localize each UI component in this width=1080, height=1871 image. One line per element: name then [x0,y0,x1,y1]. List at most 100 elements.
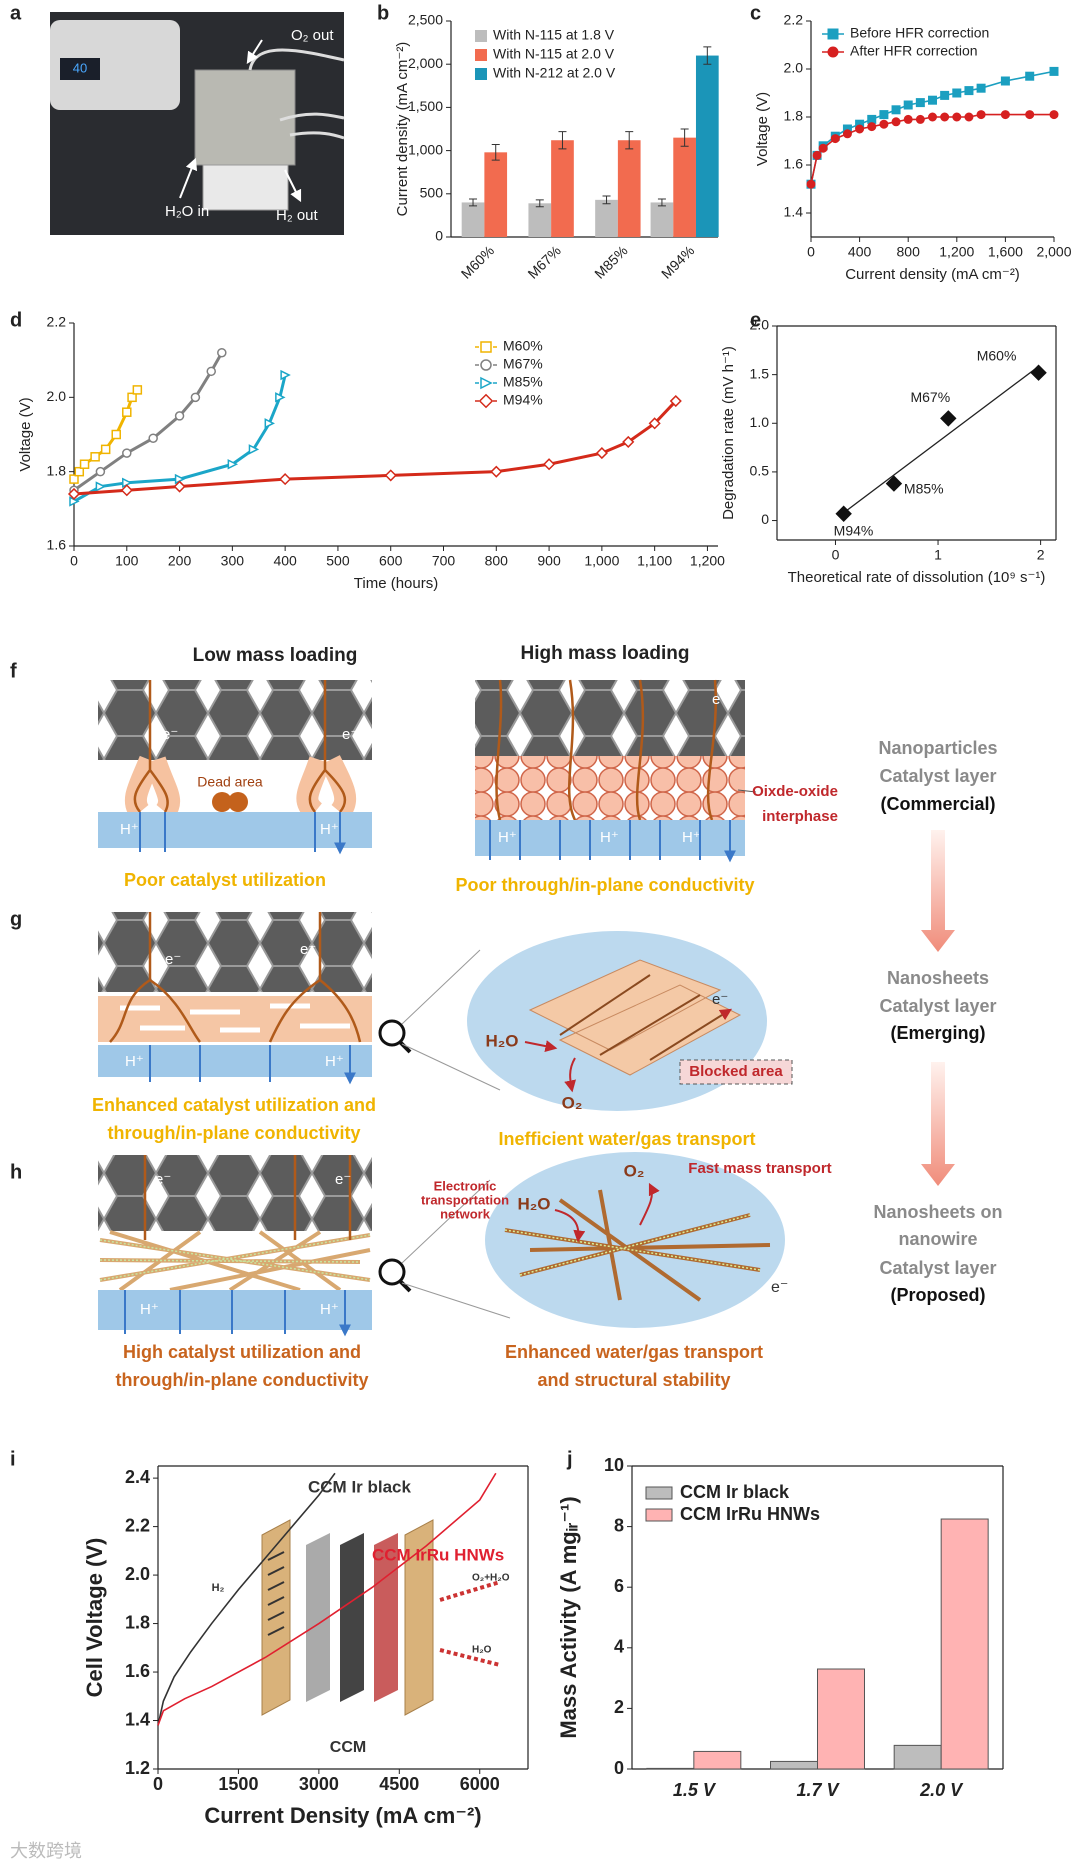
dead-area-label: Dead area [197,774,263,790]
proton-label: H⁺ [498,829,517,846]
marker [915,114,925,124]
marker [855,124,865,134]
y-tick-label: 1.5 [750,365,770,381]
fit-line [843,365,1039,514]
error-bar [680,128,689,147]
legend-label: After HFR correction [850,43,978,59]
proton-label: H⁺ [140,1301,159,1318]
electron-path [495,679,717,821]
y-tick-label: 1.4 [125,1709,150,1729]
water-arrow [524,1040,558,1053]
nanoparticles [475,756,745,820]
point-label: M67% [910,389,950,405]
error-bar [469,198,478,207]
x-tick-label: 2,000 [1036,244,1071,260]
y-tick-label: 1.8 [125,1612,150,1632]
marker [490,465,503,478]
marker [111,429,121,440]
caption: Enhanced water/gas transport [505,1342,763,1362]
y-tick-label: 2.0 [125,1564,150,1584]
marker [940,90,950,100]
y-axis-label: Cell Voltage (V) [82,1538,107,1698]
error-bar [703,46,712,65]
proton-arrow [124,1290,345,1334]
electron-path [143,1155,352,1240]
transport-arrow [559,974,730,1061]
legend-swatch [645,1508,673,1522]
stage-name: nanowire [898,1229,977,1249]
marker [1000,76,1010,86]
dead-particle [228,792,248,812]
panel-label: h [10,1161,22,1183]
photo-label: H₂ out [276,207,319,224]
electron-label: e⁻ [712,991,728,1008]
series-line [73,351,224,492]
bar [528,203,552,237]
stage-name: Nanoparticles [878,738,997,758]
network-label: Electronic [434,1178,497,1193]
electrode [98,912,372,992]
error-bar [625,131,634,150]
photo: 40 O₂ out H₂O in H₂ out [50,12,345,235]
caption: and structural stability [537,1370,730,1390]
proton-arrow [489,820,730,860]
marker [1025,71,1035,81]
marker [173,480,186,493]
nanosheet-coating [99,1234,371,1281]
marker [227,459,239,470]
legend-label: With N-212 at 2.0 V [493,65,616,81]
zoom-ellipse [485,1152,785,1328]
x-tick-label: 0 [832,547,840,563]
stage-name: Catalyst layer [879,1258,996,1278]
x-tick-label: 2.0 V [919,1780,964,1800]
y-tick-label: 1.8 [784,108,804,124]
panel-label: a [10,2,22,24]
cell-base [202,164,289,211]
marker [1049,66,1059,76]
x-tick-label: 400 [273,553,297,569]
bar [693,1750,742,1770]
proton-label: H⁺ [600,829,619,846]
device [50,20,180,110]
x-tick-label: 3000 [299,1774,339,1794]
oxygen-arrow [639,1182,660,1226]
oxygen-label: O₂ [562,1093,583,1112]
electrode [475,680,745,756]
y-tick-label: 2,500 [408,12,443,28]
marker [867,122,877,132]
marker [928,112,937,122]
caption: through/in-plane conductivity [116,1370,369,1390]
x-axis-label: Current Density (mA cm⁻²) [204,1803,481,1828]
y-tick-label: 1.8 [47,462,67,478]
marker [206,366,216,377]
electron-label: e⁻ [162,726,178,743]
proton-label: H⁺ [120,821,139,838]
marker [217,347,227,358]
panel-label: b [377,2,389,24]
stage-arrow [921,1062,955,1186]
panel-label: e [750,309,761,331]
marker [976,110,986,120]
arrow [179,157,198,199]
zoom-lines [401,949,501,1091]
electron-label: e⁻ [335,1171,351,1188]
marker [885,475,903,492]
flow-field [267,1551,285,1636]
marker [891,105,901,115]
marker [279,473,292,486]
caption: Enhanced catalyst utilization and [92,1095,376,1115]
y-tick-label: 0 [614,1758,624,1778]
marker [264,418,275,429]
cell-plate [194,69,296,166]
proton-arrow [149,1045,350,1082]
panel-label: d [10,309,22,331]
marker [964,112,974,122]
nanosheet-layer [98,996,372,1042]
proton-label: H⁺ [682,829,701,846]
stage-kind: (Commercial) [880,794,995,814]
legend-swatch [475,49,487,61]
marker [74,466,85,477]
layer [374,1533,398,1702]
marker [480,359,492,371]
